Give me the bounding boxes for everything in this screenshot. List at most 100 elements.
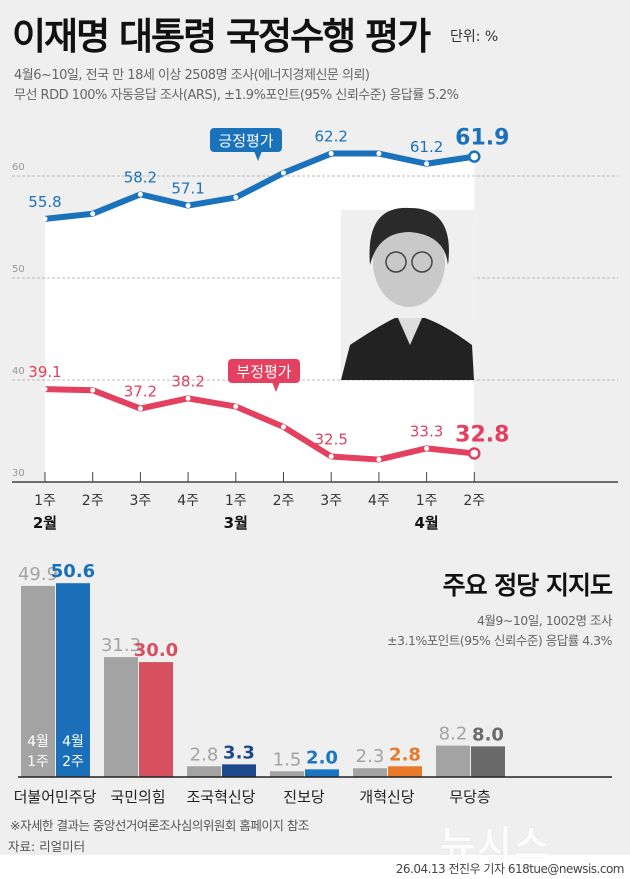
bar-legend-label: 4월: [27, 734, 49, 750]
data-label: 38.2: [171, 372, 204, 390]
bar-value-label: 1.5: [273, 749, 302, 770]
bar-legend-label: 4월: [62, 734, 84, 750]
bar-value-label: 8.2: [439, 724, 468, 745]
data-point: [233, 194, 239, 200]
x-tick-label: 1주: [34, 493, 56, 509]
data-label: 58.2: [124, 168, 157, 186]
survey-info-2: 무선 RDD 100% 자동응답 조사(ARS), ±1.9%포인트(95% 신…: [14, 88, 459, 103]
data-point: [185, 395, 191, 401]
legend-label: 긍정평가: [218, 132, 273, 150]
bar-value-label: 2.3: [356, 746, 385, 767]
data-label: 61.2: [410, 138, 443, 156]
data-point: [281, 170, 286, 176]
approval-line-chart: 60 50 40 30 1주 2주 3주 4주 1주 2주 3주 4주 1주 2주 2월 3월 4월 55.8 58…: [12, 126, 618, 532]
data-point: [328, 151, 334, 157]
x-tick-label: 4주: [368, 493, 390, 509]
bar-legend-label: 1주: [27, 754, 49, 770]
series-line-negative: [44, 386, 475, 463]
data-point: [468, 447, 481, 460]
series-line-positive: [44, 150, 475, 222]
data-point: [424, 445, 430, 451]
x-tick-label: 3주: [320, 493, 342, 509]
footnote: ※자세한 결과는 중앙선거여론조사심의위원회 홈페이지 참조: [10, 818, 309, 833]
callout-pointer: [254, 151, 262, 161]
data-point: [185, 203, 191, 209]
data-point: [137, 191, 143, 197]
data-point: [137, 406, 143, 412]
x-tick-label: 2주: [463, 493, 485, 509]
data-point: [281, 424, 286, 430]
bar-value-label: 8.0: [472, 724, 504, 745]
data-point: [424, 161, 430, 167]
page-title: 이재명 대통령 국정수행 평가: [12, 15, 431, 58]
callout-pointer: [272, 382, 280, 392]
survey-info-1: 4월6~10일, 전국 만 18세 이상 2508명 조사(에너지경제신문 의뢰…: [14, 68, 370, 83]
source: 자료: 리얼미터: [8, 839, 86, 854]
data-point: [42, 216, 48, 222]
bar: [21, 585, 55, 777]
bar: [104, 657, 138, 777]
photo-hair: [369, 207, 449, 265]
y-tick-label: 30: [12, 468, 25, 479]
data-label: 39.1: [28, 363, 61, 381]
category-label: 국민의힘: [110, 788, 165, 806]
data-point: [42, 386, 48, 392]
data-label: 32.8: [455, 422, 509, 447]
bar: [471, 746, 505, 777]
legend-label: 부정평가: [236, 363, 291, 381]
bar: [222, 764, 256, 777]
data-point: [376, 457, 382, 463]
party-chart-title: 주요 정당 지지도: [442, 571, 613, 600]
data-label: 37.2: [124, 383, 157, 401]
president-photo: [341, 207, 474, 380]
bar: [436, 745, 470, 777]
y-tick-label: 50: [12, 264, 25, 275]
month-label: 2월: [33, 514, 57, 532]
x-tick-label: 1주: [416, 493, 438, 509]
data-label: 32.5: [314, 431, 347, 449]
data-label: 57.1: [171, 180, 204, 198]
category-label: 개혁신당: [359, 788, 414, 806]
newsis-logo: 뉴시스: [440, 823, 551, 867]
category-label: 진보당: [283, 788, 325, 806]
bar-legend-label: 2주: [62, 754, 84, 770]
y-tick-label: 60: [12, 162, 25, 173]
data-label: 55.8: [28, 193, 61, 211]
data-point: [90, 211, 96, 217]
y-tick-label: 40: [12, 366, 25, 377]
x-tick-label: 1주: [225, 493, 247, 509]
category-label: 더불어민주당: [14, 788, 97, 806]
bar: [56, 583, 90, 777]
data-label: 33.3: [410, 422, 443, 440]
credit: 26.04.13 전진우 기자 618tue@newsis.com: [395, 862, 625, 876]
bar-value-label: 31.3: [101, 635, 141, 656]
data-point: [233, 404, 239, 410]
category-label: 조국혁신당: [186, 788, 255, 806]
x-tick-label: 4주: [177, 493, 199, 509]
bar-value-label: 30.0: [134, 640, 178, 661]
category-label: 무당층: [449, 788, 490, 806]
data-point: [90, 387, 96, 393]
x-tick-label: 3주: [130, 493, 152, 509]
bar-value-label: 49.9: [18, 564, 58, 585]
bar: [187, 766, 221, 777]
bar-value-label: 2.8: [389, 744, 421, 765]
party-survey-info-2: ±3.1%포인트(95% 신뢰수준) 응답률 4.3%: [387, 633, 612, 648]
bar-value-label: 2.8: [190, 744, 219, 765]
data-label: 62.2: [314, 128, 347, 146]
photo-glasses: [411, 251, 433, 273]
photo-glasses: [385, 251, 407, 273]
photo-face: [373, 217, 445, 307]
series-callout: [228, 359, 300, 383]
data-point: [328, 454, 334, 459]
photo-shirt: [398, 318, 422, 345]
month-label: 4월: [414, 514, 438, 532]
month-label: 3월: [224, 514, 248, 532]
party-survey-info-1: 4월9~10일, 1002명 조사: [476, 613, 613, 628]
data-point: [468, 150, 481, 163]
bar: [270, 771, 304, 777]
bar: [305, 769, 339, 777]
bar: [353, 768, 387, 777]
bar: [139, 662, 173, 777]
